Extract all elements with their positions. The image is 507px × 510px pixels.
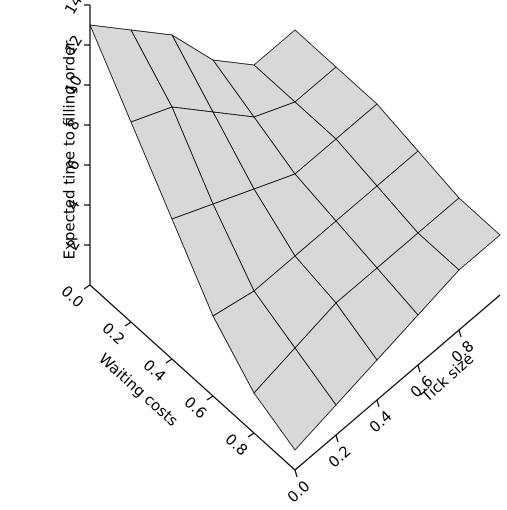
y-tick [377,400,379,407]
x-tick-label: 0.4 [139,356,169,385]
z-tick-label: 14 [61,0,86,18]
x-tick-label: 0.8 [221,430,251,459]
y-tick-label: 0.4 [366,407,396,436]
y-tick [295,470,297,477]
y-tick-label: 0.0 [284,477,314,506]
x-tick [166,359,172,363]
x-tick-label: 0.0 [57,282,87,311]
x-tick-label: 0.6 [180,393,210,422]
y-tick [336,435,338,442]
x-tick [207,396,213,400]
y-tick [459,330,461,337]
x-tick [248,433,254,437]
y-tick-label: 0.2 [325,442,355,471]
x-tick-label: 0.2 [98,319,128,348]
chart: Expected time to filling order Waiting c… [0,0,507,506]
x-tick [125,322,131,326]
x-tick [84,285,90,289]
y-tick [418,365,420,372]
